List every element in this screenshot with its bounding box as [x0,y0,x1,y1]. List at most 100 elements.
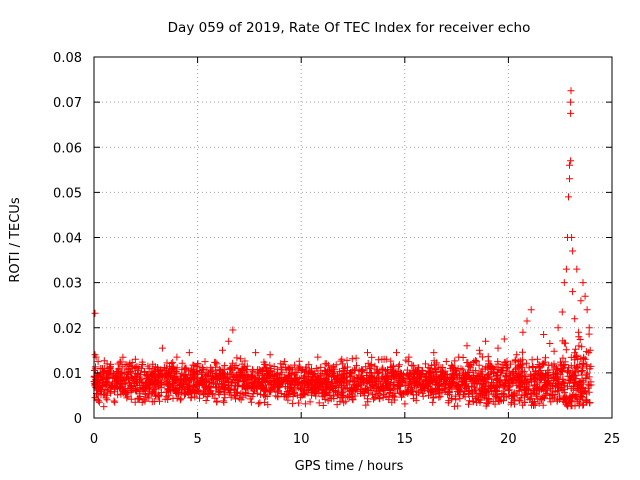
data-point [446,364,454,372]
data-point [289,378,297,386]
data-point [144,362,152,370]
x-tick-labels: 0 5 10 15 20 25 [90,432,620,447]
data-point [412,396,420,404]
data-point [231,385,239,393]
data-point [150,381,158,389]
data-point [550,370,558,378]
data-point [566,175,573,183]
data-point [145,379,153,387]
data-point [264,378,272,386]
data-point [233,371,240,379]
data-point [279,378,286,386]
data-point [388,398,396,406]
data-point [559,354,567,362]
data-point [263,393,271,400]
data-point [567,362,575,370]
data-point [507,360,514,368]
data-point [424,383,432,391]
data-point [566,397,574,405]
data-point [515,384,523,392]
data-point [583,399,591,406]
data-points [90,87,595,411]
data-point [348,393,356,401]
data-point [247,398,255,406]
data-point [266,388,274,396]
data-point [474,393,482,401]
data-point [147,390,155,398]
data-point [211,394,219,402]
data-point [574,355,582,363]
data-point [402,388,410,396]
data-point [112,373,120,381]
data-point [221,370,229,378]
grid-lines [94,57,612,418]
data-point [173,364,181,372]
data-point [220,385,228,393]
data-point [554,324,562,332]
data-point [371,362,379,370]
data-point [583,306,591,314]
data-point [103,396,111,404]
data-point [457,375,465,383]
data-point [342,397,350,405]
data-point [158,344,166,352]
data-point [106,364,114,372]
data-point [380,355,388,363]
data-point [370,385,378,393]
data-point [323,379,331,386]
data-point [576,396,584,404]
data-point [274,387,282,395]
data-point [475,361,483,369]
data-point [343,370,351,378]
data-point [476,350,484,358]
data-point [370,395,377,403]
data-point [375,394,383,402]
data-point [557,365,565,373]
data-point [489,370,497,377]
data-point [132,363,140,371]
data-point [426,364,434,372]
data-point [202,397,210,404]
data-point [241,388,249,396]
data-point [482,337,490,345]
data-point [409,368,417,376]
data-point [405,353,413,361]
data-point [456,395,464,403]
data-point [560,385,568,393]
data-point [463,342,471,350]
data-point [238,360,246,368]
data-point [430,357,438,365]
data-point [564,402,571,410]
y-tick-label: 0 [74,412,82,427]
data-point [562,346,570,354]
data-point [219,397,227,405]
data-point [96,376,104,384]
data-point [337,394,345,401]
data-point [136,394,144,402]
data-point [572,351,580,359]
data-point [364,398,372,406]
data-point [503,372,511,380]
data-point [284,396,292,404]
data-point [179,380,187,388]
data-point [225,337,233,345]
data-point [157,389,165,396]
data-point [522,359,530,367]
data-point [224,374,232,382]
data-point [249,366,257,374]
data-point [405,380,413,388]
data-point [348,355,356,363]
data-point [574,364,582,372]
x-axis-label: GPS time / hours [295,459,404,474]
data-point [585,324,593,332]
data-point [553,366,561,374]
data-point [167,371,175,379]
data-point [347,387,355,395]
data-point [544,366,552,374]
data-point [451,357,459,365]
data-point [548,382,556,390]
data-point [206,369,214,377]
data-point [498,390,506,398]
data-point [188,388,196,396]
data-point [418,386,426,394]
